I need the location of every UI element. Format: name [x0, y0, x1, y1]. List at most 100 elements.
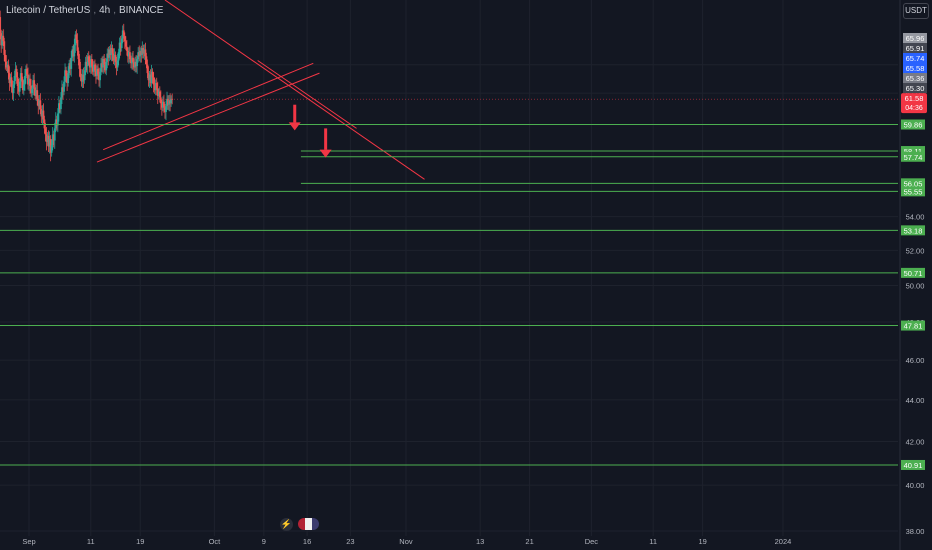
lightning-icon[interactable]: ⚡	[280, 517, 293, 531]
candle	[10, 72, 13, 93]
x-tick-label: Oct	[209, 537, 222, 546]
candle	[0, 29, 3, 53]
candle-body	[122, 30, 125, 36]
candle	[166, 91, 168, 110]
candle-body	[164, 107, 166, 113]
candle	[66, 70, 69, 91]
candle-body	[5, 61, 8, 68]
candle	[94, 59, 96, 77]
candle-body	[126, 50, 129, 57]
candle	[118, 37, 121, 59]
candle	[53, 122, 56, 149]
candle	[14, 62, 17, 81]
candle	[116, 53, 119, 71]
candle	[26, 63, 28, 79]
current-price-label-bg	[901, 93, 927, 114]
candle	[96, 65, 98, 80]
candle	[57, 96, 60, 122]
candle	[122, 23, 125, 42]
top-price-label: 65.30	[906, 84, 925, 93]
candle	[129, 45, 131, 63]
candle	[83, 66, 86, 84]
candle	[138, 45, 141, 62]
candle-body	[76, 39, 79, 51]
axes: 38.0040.0042.0044.0046.0048.0050.0052.00…	[22, 0, 932, 550]
symbol-name: Litecoin / TetherUS	[6, 5, 91, 16]
candle-body	[120, 38, 123, 49]
candle	[155, 77, 158, 96]
candle	[104, 57, 107, 74]
candle-body	[170, 98, 173, 104]
candle-body	[63, 81, 65, 92]
candle-body	[149, 74, 152, 84]
candle	[150, 64, 153, 89]
candle	[87, 51, 90, 66]
candle-body	[77, 50, 80, 60]
us-flags-icon[interactable]	[298, 518, 319, 530]
symbol-legend[interactable]: Litecoin / TetherUS, 4h, BINANCE	[6, 5, 164, 16]
candle-body	[7, 64, 10, 74]
candle	[132, 50, 134, 70]
candle-body	[8, 73, 11, 84]
candle-body	[34, 87, 37, 96]
candle-body	[53, 128, 56, 141]
candle-body	[16, 77, 19, 86]
candle-body	[13, 75, 16, 85]
candle	[148, 70, 151, 89]
candle	[77, 47, 80, 66]
candle-body	[116, 60, 119, 68]
candle-body	[84, 61, 87, 71]
candle-body	[165, 106, 167, 113]
candle	[74, 31, 77, 53]
candle-body	[124, 41, 127, 47]
candle	[128, 47, 130, 64]
candle-body	[74, 34, 77, 46]
candle	[153, 77, 156, 94]
candle-body	[11, 87, 14, 94]
candle	[30, 78, 32, 97]
x-tick-label: 9	[262, 537, 266, 546]
candle-body	[80, 77, 83, 82]
candle-body	[140, 50, 143, 55]
level-label: 58.11	[904, 147, 922, 156]
candle-body	[144, 49, 147, 57]
top-price-label-bg	[903, 43, 927, 53]
candle-body	[69, 63, 72, 69]
candle-body	[45, 134, 48, 143]
candle-body	[60, 97, 62, 110]
candle	[36, 83, 39, 106]
level-label: 40.91	[904, 461, 923, 470]
candle-body	[147, 73, 150, 81]
candle	[92, 61, 95, 77]
candle	[167, 95, 169, 110]
candle	[54, 112, 57, 133]
candle	[115, 56, 118, 76]
candle-body	[131, 57, 133, 64]
candle	[76, 33, 79, 56]
candle-body	[49, 138, 52, 153]
candle	[121, 25, 124, 44]
candle-body	[115, 61, 118, 68]
candle	[17, 78, 20, 96]
candle	[85, 55, 88, 73]
candle-body	[97, 68, 99, 75]
candle	[52, 130, 55, 148]
candle-body	[42, 110, 45, 120]
candle-body	[51, 134, 54, 146]
candle	[73, 38, 76, 63]
candle	[156, 81, 159, 104]
candle-body	[27, 74, 29, 85]
candle-body	[19, 73, 22, 82]
candle-body	[38, 100, 41, 107]
candle	[60, 92, 62, 115]
candle-body	[68, 63, 71, 74]
candle-body	[133, 61, 135, 68]
x-tick-label: 21	[525, 537, 533, 546]
candle	[145, 52, 148, 69]
currency-button[interactable]: USDT	[903, 3, 929, 19]
trendline	[257, 60, 357, 129]
y-tick-label: 44.00	[906, 396, 925, 405]
candle	[6, 61, 9, 73]
candle	[171, 93, 174, 105]
